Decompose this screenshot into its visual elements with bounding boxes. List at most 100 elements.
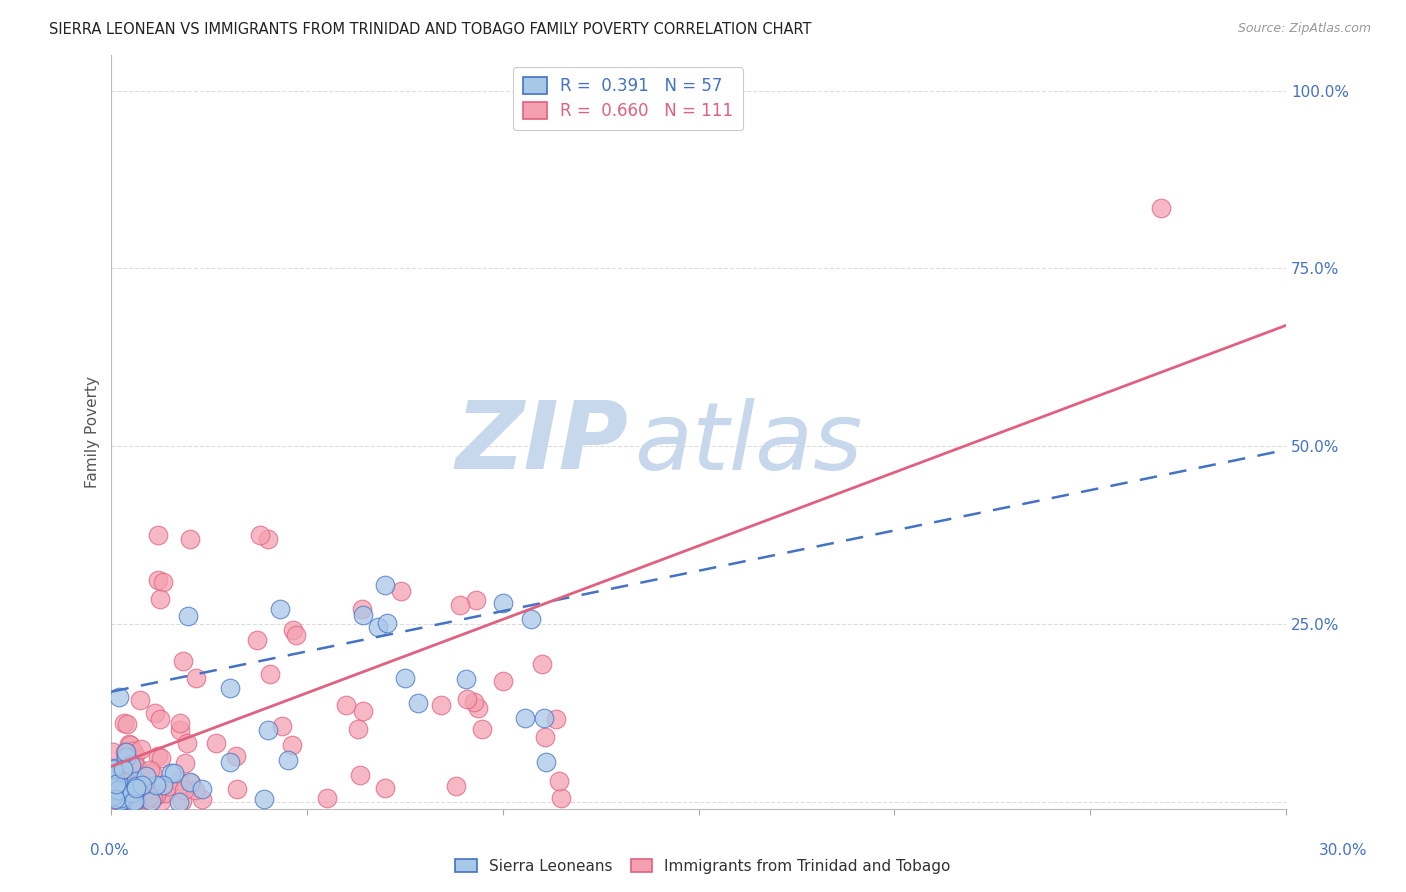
- Point: [101, 789, 124, 803]
- Point: [167, 795, 190, 809]
- Point: [352, 608, 374, 623]
- Point: [534, 755, 557, 769]
- Point: [135, 781, 157, 796]
- Point: [1150, 201, 1173, 215]
- Point: [375, 615, 398, 630]
- Point: [111, 762, 134, 776]
- Point: [132, 792, 155, 806]
- Point: [121, 744, 143, 758]
- Point: [143, 706, 166, 720]
- Point: [465, 593, 488, 607]
- Point: [219, 681, 242, 695]
- Y-axis label: Family Poverty: Family Poverty: [86, 376, 100, 488]
- Text: Source: ZipAtlas.com: Source: ZipAtlas.com: [1237, 22, 1371, 36]
- Point: [111, 793, 134, 807]
- Point: [177, 609, 200, 624]
- Point: [125, 780, 148, 795]
- Point: [127, 760, 149, 774]
- Point: [124, 774, 146, 789]
- Point: [132, 789, 155, 804]
- Point: [132, 789, 155, 803]
- Point: [121, 789, 143, 803]
- Point: [145, 788, 167, 802]
- Point: [129, 742, 152, 756]
- Point: [246, 632, 269, 647]
- Point: [169, 716, 191, 731]
- Point: [157, 779, 180, 793]
- Point: [129, 693, 152, 707]
- Legend: R =  0.391   N = 57, R =  0.660   N = 111: R = 0.391 N = 57, R = 0.660 N = 111: [513, 67, 742, 130]
- Point: [105, 783, 128, 797]
- Text: 30.0%: 30.0%: [1319, 843, 1367, 858]
- Point: [259, 666, 281, 681]
- Point: [135, 768, 157, 782]
- Point: [352, 601, 374, 615]
- Point: [128, 773, 150, 788]
- Point: [128, 768, 150, 782]
- Point: [112, 716, 135, 731]
- Point: [352, 704, 374, 718]
- Point: [546, 712, 568, 726]
- Point: [285, 628, 308, 642]
- Point: [120, 758, 142, 772]
- Point: [114, 745, 136, 759]
- Point: [149, 591, 172, 606]
- Point: [103, 795, 125, 809]
- Point: [128, 778, 150, 792]
- Point: [122, 757, 145, 772]
- Point: [520, 612, 543, 626]
- Point: [115, 780, 138, 795]
- Point: [115, 748, 138, 763]
- Point: [101, 745, 124, 759]
- Point: [148, 528, 170, 542]
- Point: [374, 781, 396, 796]
- Point: [121, 747, 143, 761]
- Point: [121, 786, 143, 800]
- Point: [150, 751, 173, 765]
- Point: [225, 748, 247, 763]
- Point: [124, 792, 146, 806]
- Point: [136, 792, 159, 806]
- Point: [105, 794, 128, 808]
- Point: [135, 780, 157, 794]
- Point: [533, 730, 555, 744]
- Point: [101, 780, 124, 795]
- Point: [138, 789, 160, 803]
- Point: [335, 698, 357, 712]
- Point: [172, 655, 194, 669]
- Point: [444, 779, 467, 793]
- Point: [406, 696, 429, 710]
- Point: [114, 774, 136, 789]
- Point: [115, 750, 138, 764]
- Point: [129, 787, 152, 801]
- Point: [120, 738, 142, 752]
- Point: [148, 573, 170, 587]
- Point: [169, 723, 191, 738]
- Point: [191, 781, 214, 796]
- Point: [449, 599, 471, 613]
- Point: [110, 790, 132, 805]
- Point: [271, 719, 294, 733]
- Point: [471, 722, 494, 736]
- Point: [112, 773, 135, 788]
- Point: [111, 792, 134, 806]
- Point: [114, 746, 136, 760]
- Point: [463, 695, 485, 709]
- Point: [277, 753, 299, 767]
- Point: [456, 692, 478, 706]
- Point: [104, 783, 127, 797]
- Point: [142, 791, 165, 805]
- Point: [550, 791, 572, 805]
- Point: [124, 792, 146, 806]
- Point: [394, 671, 416, 685]
- Point: [548, 773, 571, 788]
- Point: [120, 794, 142, 808]
- Point: [107, 782, 129, 797]
- Point: [105, 777, 128, 791]
- Point: [184, 671, 207, 685]
- Point: [105, 787, 128, 801]
- Point: [256, 723, 278, 737]
- Point: [128, 791, 150, 805]
- Point: [121, 786, 143, 800]
- Text: atlas: atlas: [634, 398, 862, 489]
